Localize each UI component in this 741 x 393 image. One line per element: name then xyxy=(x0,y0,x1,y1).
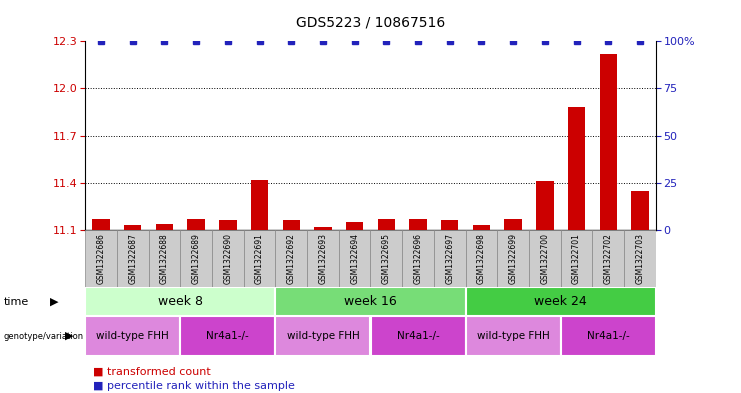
Text: GSM1322699: GSM1322699 xyxy=(508,233,518,284)
Bar xyxy=(282,220,300,230)
Bar xyxy=(409,219,427,230)
Bar xyxy=(370,230,402,287)
Text: GSM1322688: GSM1322688 xyxy=(160,233,169,283)
Bar xyxy=(568,107,585,230)
Text: wild-type FHH: wild-type FHH xyxy=(96,331,169,341)
Text: genotype/variation: genotype/variation xyxy=(4,332,84,340)
Bar xyxy=(465,287,656,316)
Bar xyxy=(624,230,656,287)
Bar xyxy=(473,225,490,230)
Bar xyxy=(85,230,117,287)
Bar xyxy=(212,230,244,287)
Text: GSM1322694: GSM1322694 xyxy=(350,233,359,284)
Text: ■ transformed count: ■ transformed count xyxy=(93,366,210,376)
Bar xyxy=(346,222,363,230)
Text: GSM1322691: GSM1322691 xyxy=(255,233,264,284)
Bar xyxy=(529,230,561,287)
Text: GSM1322700: GSM1322700 xyxy=(540,233,549,284)
Bar xyxy=(85,287,276,316)
Bar xyxy=(434,230,465,287)
Bar xyxy=(251,180,268,230)
Text: GSM1322696: GSM1322696 xyxy=(413,233,422,284)
Bar xyxy=(244,230,276,287)
Bar xyxy=(402,230,434,287)
Bar xyxy=(124,225,142,230)
Text: GDS5223 / 10867516: GDS5223 / 10867516 xyxy=(296,15,445,29)
Text: GSM1322702: GSM1322702 xyxy=(604,233,613,284)
Bar xyxy=(85,316,180,356)
Bar xyxy=(536,181,554,230)
Bar xyxy=(276,316,370,356)
Text: GSM1322698: GSM1322698 xyxy=(477,233,486,284)
Text: time: time xyxy=(4,297,29,307)
Text: GSM1322689: GSM1322689 xyxy=(192,233,201,284)
Text: wild-type FHH: wild-type FHH xyxy=(476,331,550,341)
Bar xyxy=(156,224,173,230)
Text: GSM1322703: GSM1322703 xyxy=(636,233,645,284)
Text: GSM1322686: GSM1322686 xyxy=(96,233,105,284)
Bar xyxy=(149,230,180,287)
Text: GSM1322693: GSM1322693 xyxy=(319,233,328,284)
Text: ■ percentile rank within the sample: ■ percentile rank within the sample xyxy=(93,381,294,391)
Text: GSM1322695: GSM1322695 xyxy=(382,233,391,284)
Text: ▶: ▶ xyxy=(50,297,59,307)
Text: GSM1322690: GSM1322690 xyxy=(223,233,233,284)
Bar xyxy=(441,220,459,230)
Text: GSM1322697: GSM1322697 xyxy=(445,233,454,284)
Bar xyxy=(339,230,370,287)
Bar xyxy=(180,316,276,356)
Bar xyxy=(378,219,395,230)
Text: GSM1322692: GSM1322692 xyxy=(287,233,296,284)
Text: Nr4a1-/-: Nr4a1-/- xyxy=(396,331,439,341)
Bar xyxy=(465,230,497,287)
Bar xyxy=(497,230,529,287)
Bar xyxy=(592,230,624,287)
Bar xyxy=(599,54,617,230)
Bar xyxy=(631,191,648,230)
Text: week 24: week 24 xyxy=(534,295,587,308)
Bar xyxy=(505,219,522,230)
Bar xyxy=(465,316,561,356)
Bar xyxy=(276,287,465,316)
Bar xyxy=(276,230,307,287)
Bar xyxy=(187,219,205,230)
Bar xyxy=(370,316,465,356)
Text: GSM1322701: GSM1322701 xyxy=(572,233,581,284)
Text: Nr4a1-/-: Nr4a1-/- xyxy=(207,331,249,341)
Text: week 16: week 16 xyxy=(344,295,397,308)
Bar xyxy=(117,230,149,287)
Bar xyxy=(561,316,656,356)
Text: GSM1322687: GSM1322687 xyxy=(128,233,137,284)
Bar xyxy=(307,230,339,287)
Text: Nr4a1-/-: Nr4a1-/- xyxy=(587,331,630,341)
Bar xyxy=(219,220,236,230)
Bar xyxy=(314,227,332,230)
Text: ▶: ▶ xyxy=(65,331,73,341)
Text: week 8: week 8 xyxy=(158,295,203,308)
Text: wild-type FHH: wild-type FHH xyxy=(287,331,359,341)
Bar xyxy=(180,230,212,287)
Bar xyxy=(561,230,592,287)
Bar xyxy=(93,219,110,230)
